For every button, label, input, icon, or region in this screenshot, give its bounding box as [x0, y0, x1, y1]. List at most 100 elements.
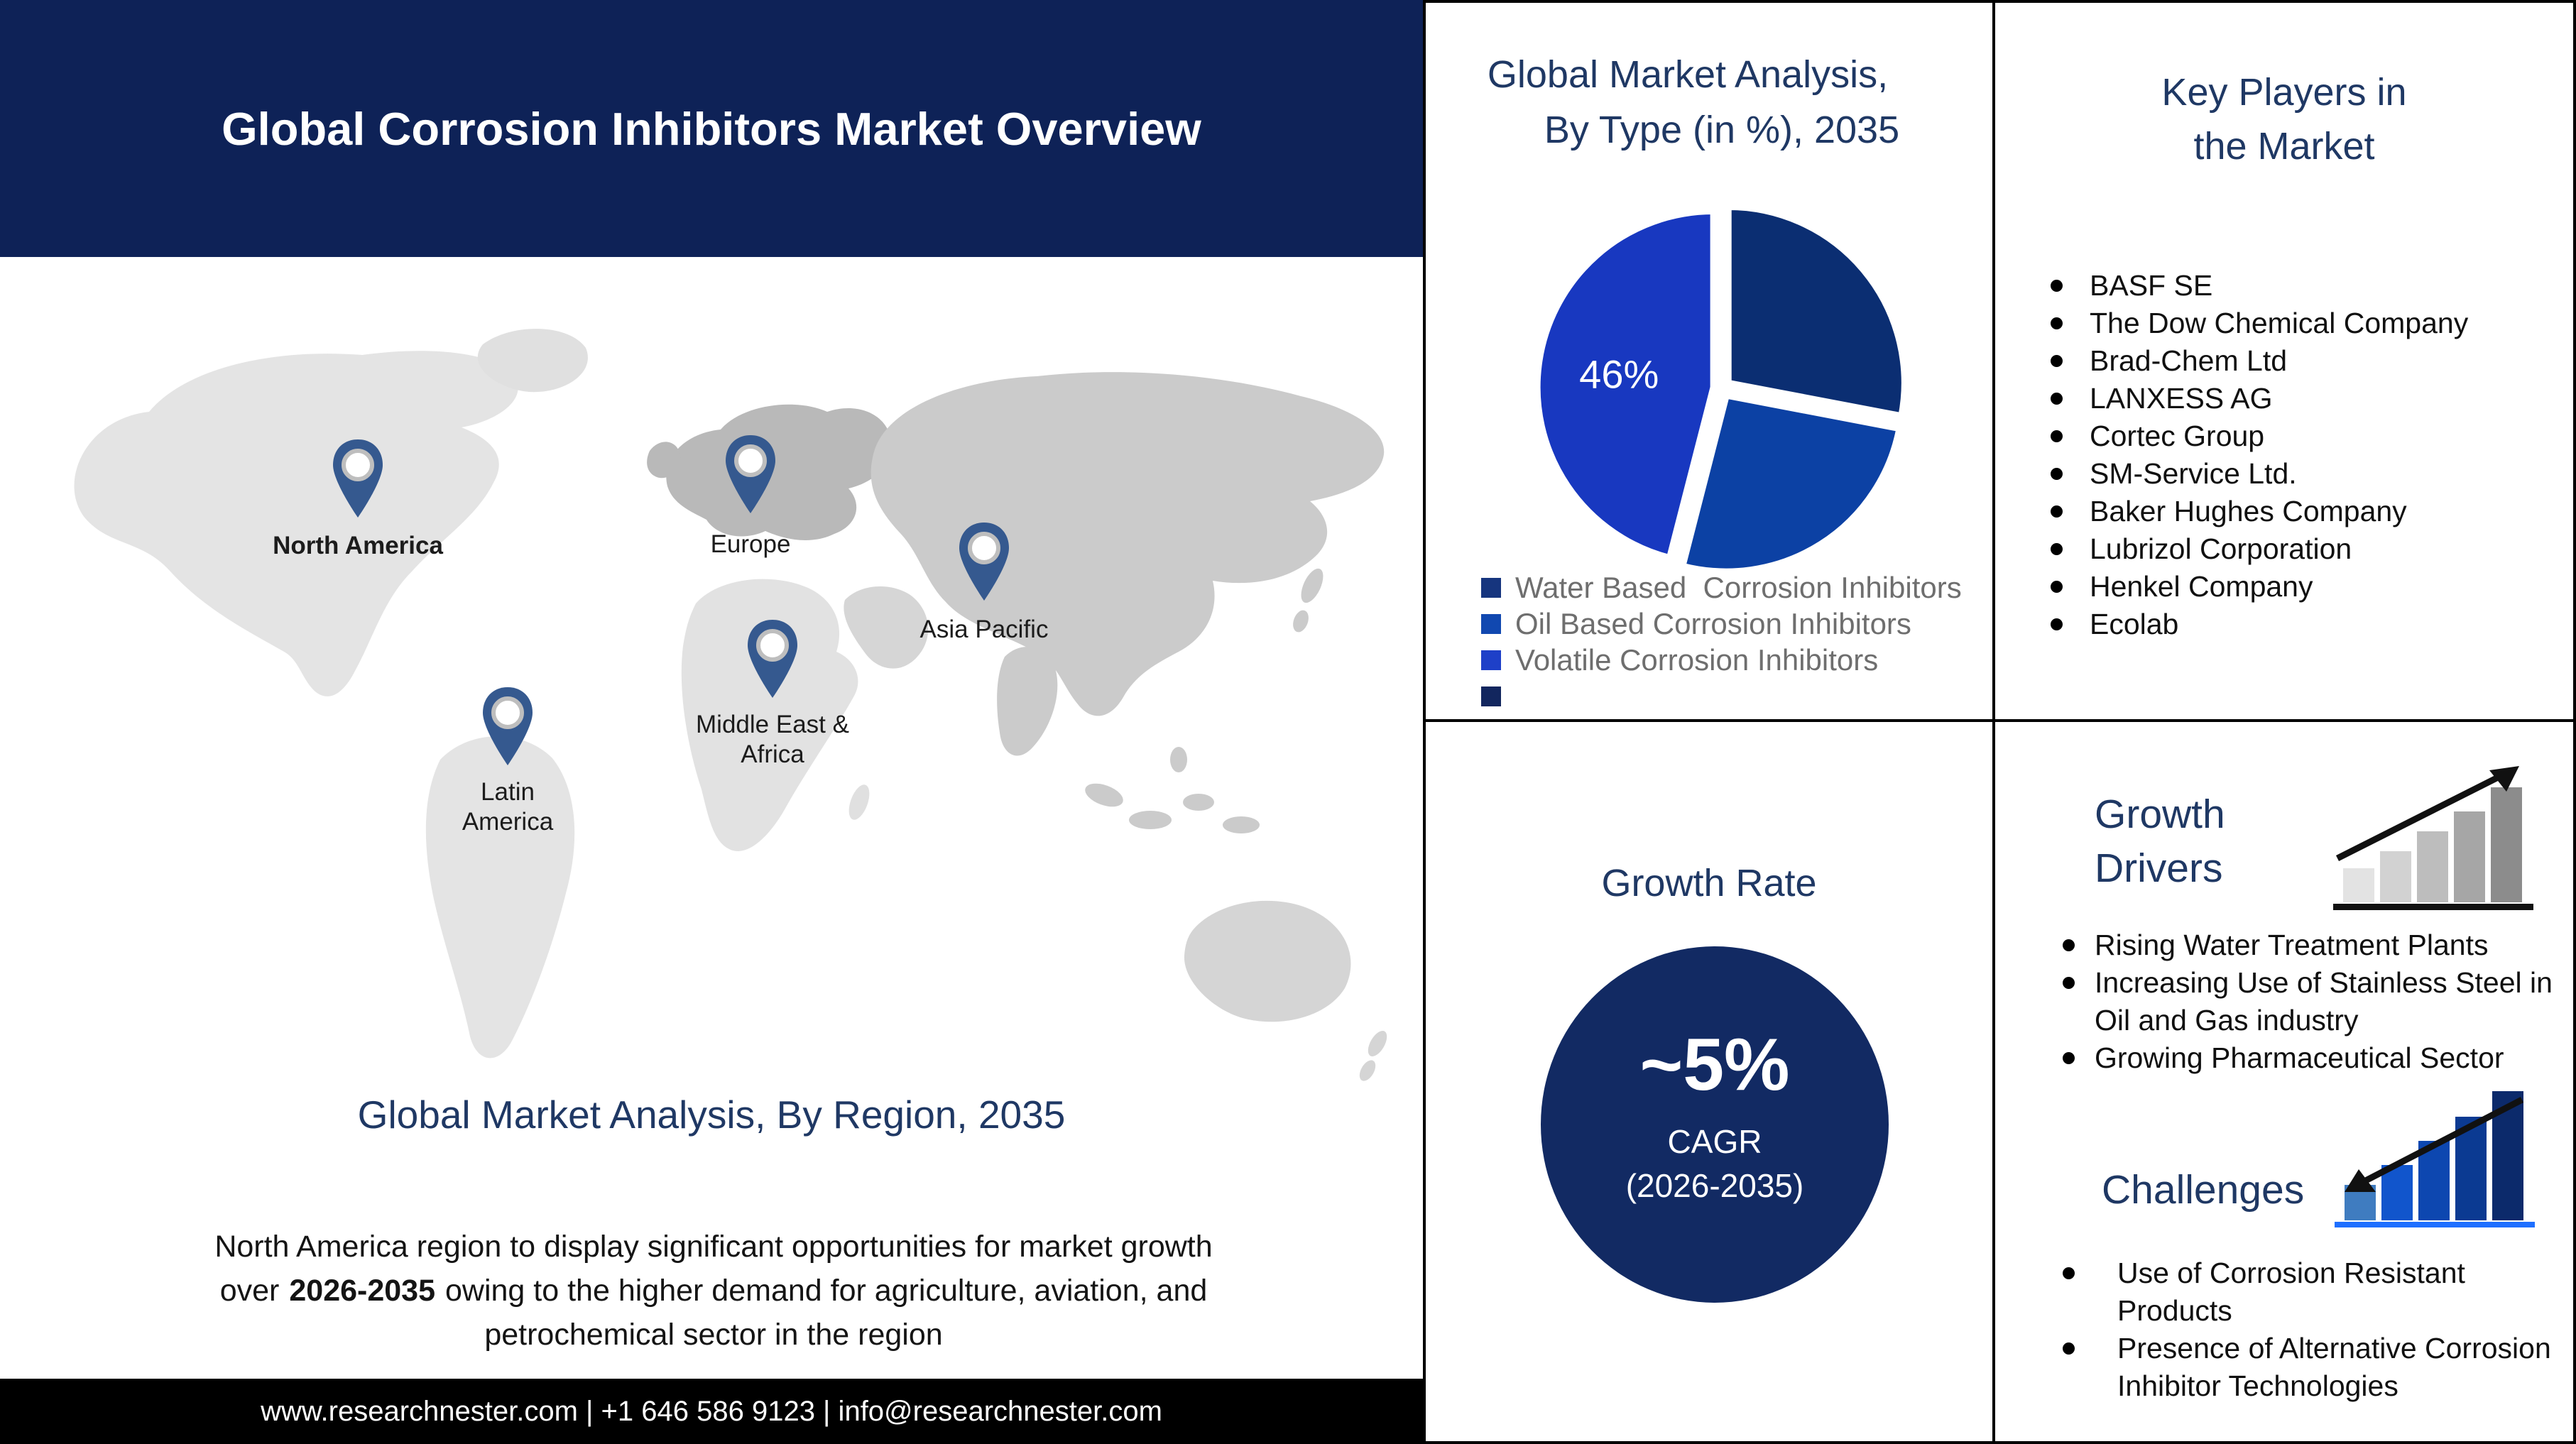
key-player-item-label: Baker Hughes Company — [2090, 495, 2407, 527]
island-japan — [1293, 610, 1309, 633]
map-pin-asia-pacific — [956, 521, 1012, 603]
bullet-icon — [2063, 939, 2075, 951]
bullet-icon — [2051, 505, 2063, 518]
challenge-item: Use of Corrosion Resistant Products — [2063, 1254, 2567, 1330]
challenge-item: Presence of Alternative Corrosion Inhibi… — [2063, 1330, 2567, 1405]
legend-label: Oil Based Corrosion Inhibitors — [1515, 606, 1911, 640]
growth-driver-item-label: Rising Water Treatment Plants — [2095, 929, 2489, 961]
growth-rate-title: Growth Rate — [1601, 862, 1817, 904]
key-player-item: Henkel Company — [2051, 568, 2468, 606]
island-japan — [1301, 568, 1324, 603]
key-player-item: Baker Hughes Company — [2051, 493, 2468, 530]
key-player-item-label: LANXESS AG — [2090, 382, 2273, 415]
panel-drivers-challenges: Growth Drivers Rising Water Treatment Pl… — [1995, 722, 2573, 1441]
ascending-bars-down-arrow-icon — [2335, 1091, 2535, 1227]
region-analysis-heading: Global Market Analysis, By Region, 2035 — [357, 1093, 1066, 1137]
panel-key-players: Key Players in the Market BASF SE The Dow… — [1995, 3, 2573, 719]
growth-drivers-list: Rising Water Treatment Plants Increasing … — [2063, 926, 2560, 1077]
growth-driver-item: Increasing Use of Stainless Steel in Oil… — [2063, 964, 2560, 1039]
key-player-item-label: BASF SE — [2090, 269, 2213, 302]
growth-driver-item: Rising Water Treatment Plants — [2063, 926, 2560, 964]
key-players-title: Key Players in the Market — [1995, 65, 2573, 173]
pie-legend: Water Based Corrosion Inhibitors Oil Base… — [1481, 569, 1962, 714]
cagr-value: ~5% — [1639, 1024, 1790, 1106]
bullet-icon — [2051, 581, 2063, 593]
continent-australia — [1184, 900, 1351, 1022]
bullet-icon — [2051, 430, 2063, 442]
growth-driver-item: Growing Pharmaceutical Sector — [2063, 1039, 2560, 1077]
growth-rate-circle: ~5% CAGR (2026-2035) — [1541, 946, 1889, 1303]
legend-item: Oil Based Corrosion Inhibitors — [1481, 606, 1962, 642]
challenges-list: Use of Corrosion Resistant Products Prese… — [2063, 1254, 2567, 1405]
footer-contact-text: www.researchnester.com | +1 646 586 9123… — [261, 1395, 1162, 1427]
map-label-europe: Europe — [710, 530, 791, 558]
key-player-item: BASF SE — [2051, 267, 2468, 305]
bullet-icon — [2051, 468, 2063, 480]
pie-chart-title-line1: Global Market Analysis, — [1487, 53, 1889, 96]
map-label-latin-america: Latin America — [462, 778, 554, 836]
key-players-list: BASF SE The Dow Chemical Company Brad-Chem… — [2051, 267, 2468, 643]
panel-market-by-type: Global Market Analysis, By Type (in %), … — [1426, 3, 1992, 719]
key-player-item-label: The Dow Chemical Company — [2090, 307, 2469, 339]
map-label-north-america: North America — [273, 532, 443, 559]
map-pin-north-america — [330, 438, 386, 520]
region-india — [997, 646, 1058, 756]
key-player-item-label: Lubrizol Corporation — [2090, 532, 2352, 565]
island-se-asia — [1129, 811, 1172, 829]
horizontal-divider — [1426, 719, 2573, 722]
vertical-divider — [1992, 3, 1995, 1441]
region-middle-east — [844, 586, 929, 669]
panel-growth-rate: Growth Rate ~5% CAGR (2026-2035) — [1426, 722, 1992, 1441]
key-player-item: LANXESS AG — [2051, 380, 2468, 417]
bullet-icon — [2051, 543, 2063, 555]
bullet-icon — [2063, 1052, 2075, 1064]
growth-drivers-title-line2: Drivers — [2095, 846, 2223, 891]
growth-drivers-title: Growth Drivers — [2095, 787, 2225, 895]
legend-swatch-icon — [1481, 613, 1501, 634]
map-pin-middle-east-africa — [745, 618, 800, 700]
pie-slice-3 — [1534, 208, 1717, 562]
key-player-item: Ecolab — [2051, 606, 2468, 643]
title-banner: Global Corrosion Inhibitors Market Overv… — [0, 0, 1423, 257]
pie-slice-value-label: 46% — [1579, 352, 1659, 397]
pie-chart: 46% — [1534, 203, 1908, 575]
bullet-icon — [2051, 355, 2063, 367]
legend-label: Volatile Corrosion Inhibitors — [1515, 642, 1879, 677]
continent-south-america — [425, 736, 575, 1059]
island-new-zealand — [1368, 1030, 1387, 1057]
pie-slice-2 — [1679, 392, 1903, 575]
legend-swatch-icon — [1481, 577, 1501, 598]
continent-greenland — [477, 329, 588, 393]
island-new-zealand — [1359, 1060, 1376, 1081]
island-se-asia — [1223, 816, 1260, 833]
pie-chart-title: Global Market Analysis, By Type (in %), … — [1433, 47, 1985, 158]
key-player-item-label: SM-Service Ltd. — [2090, 457, 2297, 490]
right-panels: Global Market Analysis, By Type (in %), … — [1423, 0, 2576, 1444]
legend-label: Water Based Corrosion Inhibitors — [1515, 570, 1962, 604]
key-players-title-line1: Key Players in — [2161, 71, 2407, 114]
legend-swatch-icon — [1481, 686, 1501, 706]
bullet-icon — [2063, 1342, 2075, 1355]
growth-driver-item-label: Increasing Use of Stainless Steel in Oil… — [2095, 966, 2553, 1036]
bullet-icon — [2063, 1267, 2075, 1279]
island-se-asia — [1183, 794, 1214, 811]
challenge-item-label: Presence of Alternative Corrosion Inhibi… — [2117, 1332, 2551, 1402]
island-madagascar — [848, 784, 870, 820]
pie-slice-1 — [1725, 203, 1908, 420]
growth-driver-item-label: Growing Pharmaceutical Sector — [2095, 1041, 2504, 1074]
key-player-item: Cortec Group — [2051, 417, 2468, 455]
bullet-icon — [2063, 977, 2075, 989]
bullet-icon — [2051, 618, 2063, 630]
continent-africa — [681, 579, 858, 851]
paragraph-suffix: owing to the higher demand for agricultu… — [445, 1274, 1208, 1352]
world-map — [74, 329, 1387, 1081]
challenges-title: Challenges — [2102, 1167, 2305, 1213]
bullet-icon — [2051, 280, 2063, 292]
key-player-item: The Dow Chemical Company — [2051, 305, 2468, 342]
legend-item: Volatile Corrosion Inhibitors — [1481, 642, 1962, 678]
island-philippines — [1170, 747, 1187, 772]
cagr-period: (2026-2035) — [1625, 1167, 1804, 1204]
key-player-item-label: Cortec Group — [2090, 420, 2265, 452]
bullet-icon — [2051, 317, 2063, 329]
